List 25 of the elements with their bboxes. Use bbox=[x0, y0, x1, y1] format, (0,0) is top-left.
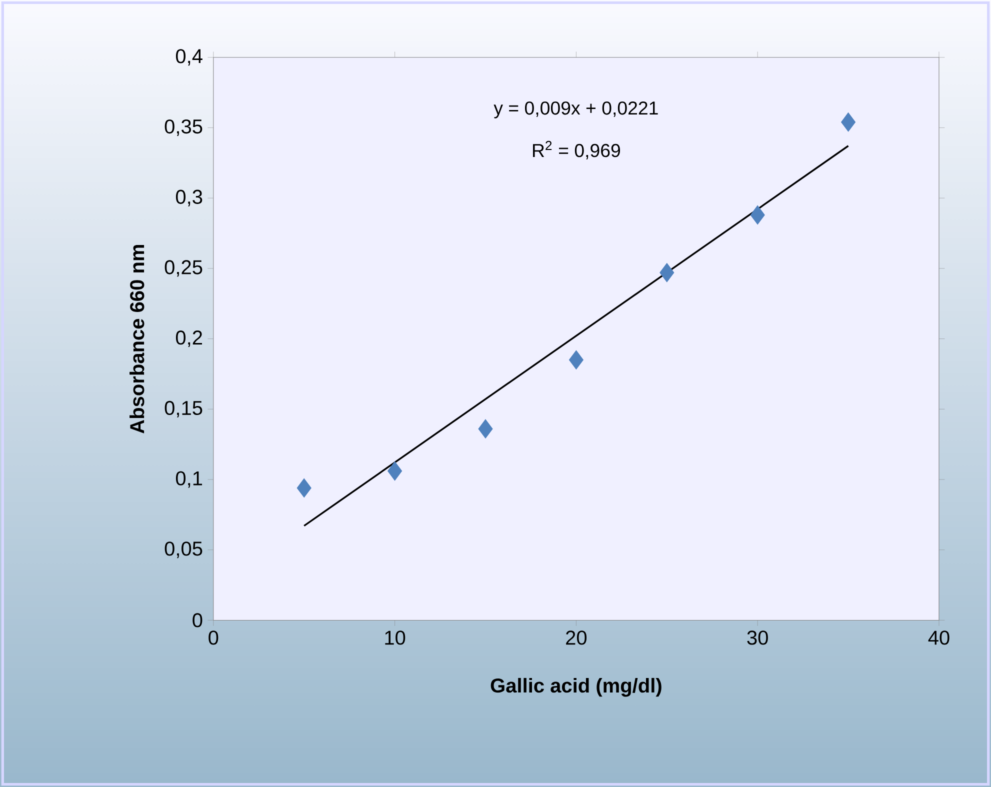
x-tick-label: 10 bbox=[385, 630, 406, 645]
y-tick-label: 0,1 bbox=[176, 471, 202, 488]
point bbox=[388, 461, 402, 481]
x-axis-title: Gallic acid (mg/dl) bbox=[490, 678, 662, 697]
point bbox=[841, 112, 856, 132]
point bbox=[478, 419, 493, 438]
point bbox=[660, 263, 674, 282]
y-tick-label: 0,35 bbox=[164, 119, 202, 136]
point bbox=[568, 350, 584, 370]
y-tick-label: 0 bbox=[192, 613, 202, 628]
y-tick-label: 0,15 bbox=[164, 400, 202, 418]
x-tick-label: 0 bbox=[208, 630, 218, 645]
y-tick-label: 0,4 bbox=[176, 49, 202, 66]
y-tick-label: 0,05 bbox=[164, 542, 202, 558]
annotation: y = 0,009x + 0,0221 bbox=[494, 101, 658, 118]
x-tick-label: 30 bbox=[747, 630, 768, 645]
point bbox=[296, 478, 312, 498]
y-tick-label: 0,25 bbox=[164, 260, 202, 277]
point bbox=[750, 205, 765, 225]
x-tick-label: 40 bbox=[928, 630, 950, 645]
annotation: R$^{2}$ = 0,969 bbox=[533, 140, 620, 160]
y-tick-label: 0,2 bbox=[176, 330, 202, 348]
x-tick-label: 20 bbox=[566, 630, 587, 645]
y-axis-title: Absorbance 660 nm bbox=[130, 245, 144, 434]
y-tick-label: 0,3 bbox=[176, 190, 202, 206]
